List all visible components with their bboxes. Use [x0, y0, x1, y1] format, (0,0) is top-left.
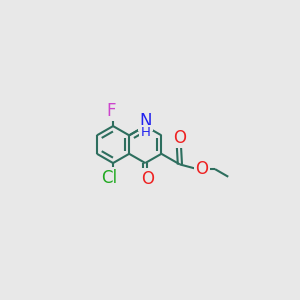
Text: O: O [173, 129, 186, 147]
Text: F: F [106, 102, 116, 120]
Text: N: N [139, 112, 152, 130]
Text: H: H [140, 126, 150, 139]
Text: O: O [141, 170, 154, 188]
Text: Cl: Cl [101, 169, 117, 187]
Text: O: O [196, 160, 208, 178]
